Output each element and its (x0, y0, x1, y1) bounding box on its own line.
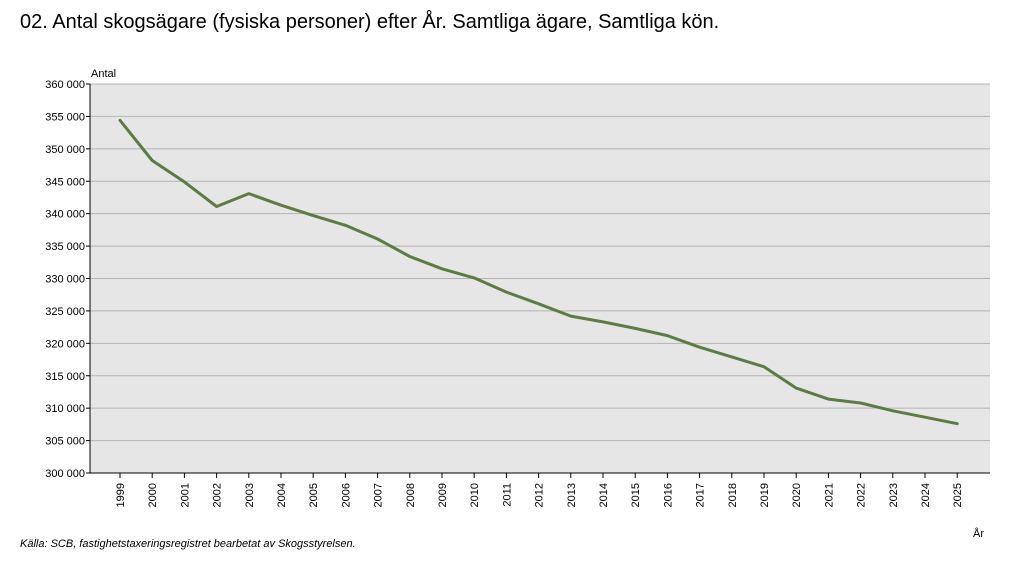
x-tick-label: 2020 (791, 483, 803, 507)
series-line (118, 118, 959, 426)
x-axis-label: År (973, 527, 984, 540)
x-tick-label: 2013 (566, 483, 578, 507)
x-tick-label: 2024 (920, 483, 932, 507)
x-tick-label: 2010 (469, 483, 481, 507)
y-tick-label: 310 000 (45, 403, 85, 415)
x-tick-label: 2016 (662, 483, 674, 507)
y-tick-label: 300 000 (45, 468, 85, 480)
x-tick-label: 2008 (405, 483, 417, 507)
x-tick-label: 1999 (115, 483, 127, 507)
y-axis-label: Antal (91, 68, 116, 80)
y-tick-label: 305 000 (45, 436, 85, 448)
y-tick-label: 340 000 (45, 209, 85, 221)
source-note: Källa: SCB, fastighetstaxeringsregistret… (20, 538, 356, 550)
x-tick-label: 2025 (952, 483, 964, 507)
y-tick-label: 350 000 (45, 144, 85, 156)
x-tick-label: 2019 (759, 483, 771, 507)
x-tick-label: 2022 (856, 483, 868, 507)
x-tick-label: 2021 (823, 483, 835, 507)
y-tick-label: 335 000 (45, 241, 85, 253)
x-tick-label: 2012 (534, 483, 546, 507)
x-tick-label: 2011 (501, 483, 513, 507)
y-tick-label: 360 000 (45, 79, 85, 91)
x-tick-label: 2006 (340, 483, 352, 507)
x-axis-ticks: 1999 2000 2001 2002 2003 2004 2005 2006 2007 2008… (115, 473, 964, 507)
x-tick-label: 2005 (308, 483, 320, 507)
x-tick-label: 2002 (212, 483, 224, 507)
y-tick-label: 345 000 (45, 176, 85, 188)
y-tick-label: 325 000 (45, 306, 85, 318)
x-tick-label: 2003 (244, 483, 256, 507)
x-tick-label: 2001 (179, 483, 191, 507)
y-axis-ticks: 300 000 305 000 310 000 315 000 320 000 325 0… (45, 79, 90, 480)
gridlines (90, 83, 990, 442)
x-tick-label: 2023 (888, 483, 900, 507)
x-tick-label: 2017 (695, 483, 707, 507)
y-tick-label: 315 000 (45, 371, 85, 383)
x-tick-label: 2018 (727, 483, 739, 507)
y-tick-label: 355 000 (45, 111, 85, 123)
y-tick-label: 330 000 (45, 274, 85, 286)
x-tick-label: 2015 (630, 483, 642, 507)
chart-title: 02. Antal skogsägare (fysiska personer) … (20, 11, 720, 33)
x-tick-label: 2000 (147, 483, 159, 507)
x-tick-label: 2014 (598, 483, 610, 507)
y-tick-label: 320 000 (45, 338, 85, 350)
x-tick-label: 2004 (276, 483, 288, 507)
x-tick-label: 2007 (373, 483, 385, 507)
x-tick-label: 2009 (437, 483, 449, 507)
